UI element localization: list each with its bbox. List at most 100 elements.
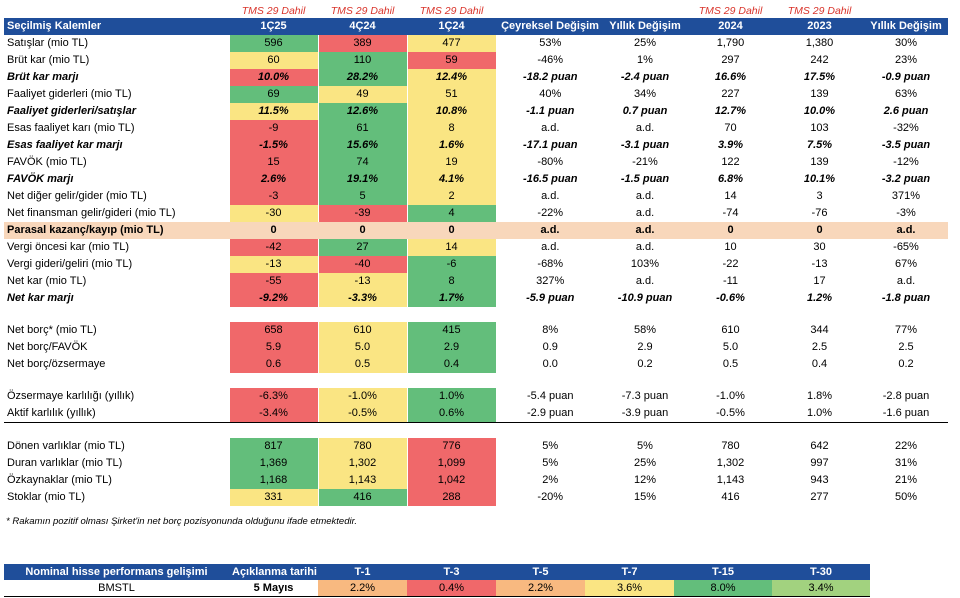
perf-cell: 3.6% [585,580,674,597]
table-cell: -76 [811,207,828,219]
table-cell: 610 [721,324,740,336]
table-cell: 103 [810,122,829,134]
tms-label: TMS 29 Dahil [698,5,763,17]
footnote: * Rakamın pozitif olması Şirket'in net b… [6,516,358,527]
table-cell: -1.5% [228,137,319,154]
table-cell: -17.1 puan [523,139,578,151]
table-cell: -22 [722,258,739,270]
table-cell: 0 [318,222,407,239]
table-cell: -1.0% [716,390,745,402]
table-cell: 70 [724,122,737,134]
table-cell: a.d. [604,222,686,239]
table-cell: a.d. [864,222,948,239]
table-cell: 0.5 [317,356,408,373]
table-cell: -0.9 puan [881,71,931,83]
table-cell: -20% [537,491,564,503]
table-cell: 58% [633,324,657,336]
table-cell: 6.8% [717,173,744,185]
row-label: Faaliyet giderleri/satışlar [7,105,137,117]
table-cell: -2.9 puan [496,405,604,423]
table-cell: 51 [406,86,497,103]
row-label: Esas faaliyet karı (mio TL) [7,122,135,134]
table-cell: 5.9 [228,339,319,356]
table-cell: 416 [317,489,408,506]
table-cell: 1,302 [317,455,408,472]
table-cell: 5.0 [722,341,739,353]
table-cell: 415 [406,322,497,339]
table-header: Seçilmiş Kalemler 1Ç25 4Ç24 1Ç24 Çeyreksel D… [4,18,948,35]
table-cell: 780 [721,440,740,452]
table-cell: 40% [539,88,562,100]
table-cell: -3% [896,207,916,219]
table-cell: 0.5 [722,358,739,370]
table-cell: 4 [406,205,497,222]
table-cell: 1,302 [716,457,745,469]
table-cell: 139 [810,88,829,100]
table-cell: -55 [228,273,319,290]
table-cell: 15 [228,154,319,171]
table-cell: 416 [721,491,740,503]
table-cell: -9 [228,120,319,137]
table-cell: a.d. [541,122,560,134]
performance-header: Nominal hisse performans gelişimi Açıklan… [4,564,870,580]
table-cell: 817 [228,438,319,455]
table-cell: -1.8 puan [881,292,931,304]
table-cell: 2.5 [811,341,828,353]
table-cell: 30 [813,241,826,253]
table-row: Vergi öncesi kar (mio TL) -42 27 14 a.d. a.d.… [4,239,948,256]
row-label: Brüt kar (mio TL) [7,54,90,66]
table-cell: -2.4 puan [620,71,670,83]
table-cell: 1,380 [805,37,834,49]
table-cell: a.d. [896,275,916,287]
table-cell: 1.8% [806,390,833,402]
table-cell: 0.4 [406,356,497,373]
table-cell: 1,143 [317,472,408,489]
row-label: Net borç/FAVÖK [7,341,88,353]
table-cell: 242 [810,54,829,66]
table-cell: 1.0% [406,388,497,405]
table-cell: -0.5% [317,405,408,423]
table-cell: 389 [317,35,408,52]
table-cell: -5.4 puan [527,390,574,402]
row-label: Net borç* (mio TL) [7,324,97,336]
table-cell: 17.5% [803,71,836,83]
perf-header: T-15 [674,564,772,580]
row-label: Satışlar (mio TL) [7,37,89,49]
table-cell: -42 [228,239,319,256]
table-cell: -11 [722,275,739,287]
table-cell: -3.4% [228,405,319,423]
table-cell: 8 [406,120,497,137]
table-cell: 14 [406,239,497,256]
table-cell: 1.7% [406,290,497,307]
table-cell: 12.7% [714,105,747,117]
table-cell: -3.3% [317,290,408,307]
table-cell: 0 [407,222,496,239]
table-cell: 331 [228,489,319,506]
table-cell: -80% [537,156,564,168]
table-cell: -6 [406,256,497,273]
table-cell: 288 [406,489,497,506]
table-cell: a.d. [496,222,604,239]
table-cell: -3.9 puan [604,405,686,423]
table-cell: -9.2% [228,290,319,307]
table-cell: 2.6 puan [883,105,929,117]
table-cell: 15% [633,491,657,503]
table-row: Net borç/özsermaye 0.6 0.5 0.4 0.0 0.2 0.5 0.4 0… [4,356,948,373]
perf-ticker: BMSTL [4,580,229,597]
table-row: Dönen varlıklar (mio TL) 817 780 776 5% 5% 780… [4,438,948,455]
table-cell: 3.9% [717,139,744,151]
perf-cell: 8.0% [674,580,772,597]
table-cell: 658 [228,322,319,339]
table-cell: -3 [228,188,319,205]
table-cell: 53% [539,37,562,49]
perf-cell: 2.2% [318,580,407,597]
table-cell: -3.2 puan [881,173,931,185]
table-cell: 10.8% [406,103,497,120]
perf-cell: 3.4% [772,580,870,597]
table-cell: -6.3% [228,388,319,405]
table-cell: 5% [542,457,559,469]
table-cell: 30% [894,37,918,49]
table-cell: a.d. [635,122,655,134]
table-cell: -18.2 puan [523,71,578,83]
